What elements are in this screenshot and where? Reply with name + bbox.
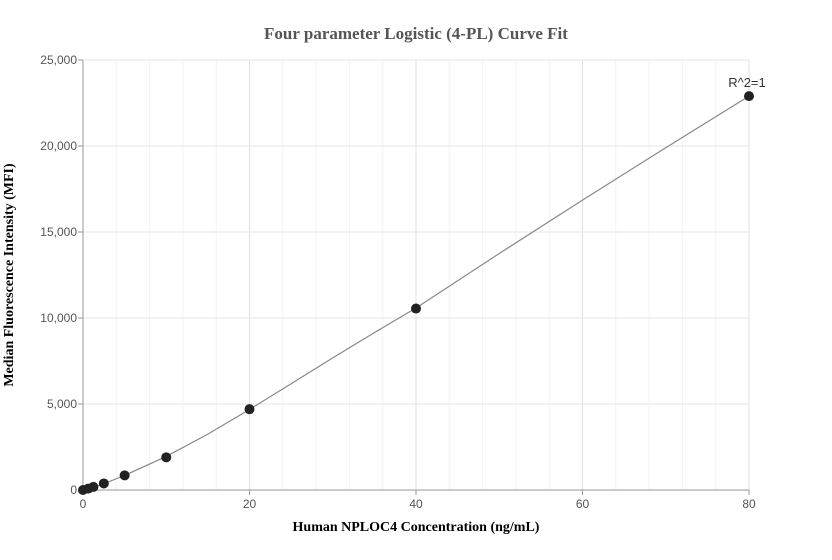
fit-curve (82, 95, 750, 491)
chart-title: Four parameter Logistic (4-PL) Curve Fit (264, 24, 568, 43)
x-tick-label: 80 (742, 497, 756, 511)
data-point (98, 478, 109, 489)
data-point (744, 91, 754, 102)
data-point (411, 303, 421, 314)
x-axis-title: Human NPLOC4 Concentration (ng/mL) (293, 520, 540, 535)
data-point (119, 470, 130, 481)
data-point (161, 452, 172, 463)
y-axis-title: Median Fluorescence Intensity (MFI) (2, 163, 17, 387)
x-tick-label: 60 (576, 497, 590, 511)
r-squared-annotation: R^2=1 (728, 75, 766, 90)
y-tick-label: 5,000 (47, 397, 77, 411)
data-point (88, 481, 99, 492)
annotation-layer: R^2=1 (728, 75, 766, 90)
y-tick-label: 25,000 (40, 53, 77, 67)
tick-labels: 0 5,000 10,000 15,000 20,000 25,000 0 20 40 60 80 (40, 53, 756, 511)
y-tick-label: 0 (70, 483, 77, 497)
fit-curve-layer (82, 95, 750, 491)
x-tick-label: 40 (409, 497, 423, 511)
y-tick-label: 15,000 (40, 225, 77, 239)
grid-lines (82, 59, 750, 491)
data-point (244, 404, 255, 415)
y-tick-label: 20,000 (40, 139, 77, 153)
x-tick-label: 20 (243, 497, 257, 511)
data-points-layer (78, 91, 754, 495)
x-tick-label: 0 (80, 497, 87, 511)
axes (78, 59, 750, 495)
y-tick-label: 10,000 (40, 311, 77, 325)
